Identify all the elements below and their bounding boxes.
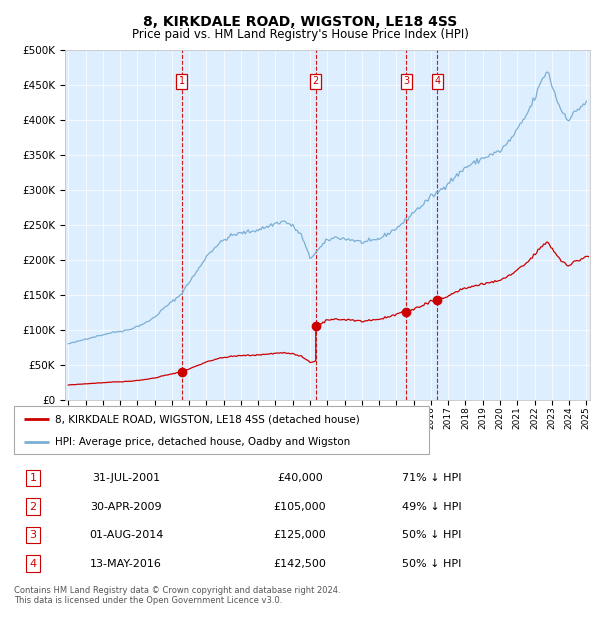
Text: 3: 3 — [403, 76, 409, 86]
Text: £125,000: £125,000 — [274, 530, 326, 540]
Text: 49% ↓ HPI: 49% ↓ HPI — [402, 502, 462, 512]
Text: £142,500: £142,500 — [274, 559, 326, 569]
Text: 4: 4 — [29, 559, 37, 569]
Text: 30-APR-2009: 30-APR-2009 — [90, 502, 162, 512]
Text: 4: 4 — [434, 76, 440, 86]
Text: 3: 3 — [29, 530, 37, 540]
Text: 50% ↓ HPI: 50% ↓ HPI — [403, 530, 461, 540]
Text: 1: 1 — [29, 473, 37, 483]
Text: HPI: Average price, detached house, Oadby and Wigston: HPI: Average price, detached house, Oadb… — [55, 437, 350, 447]
Text: £40,000: £40,000 — [277, 473, 323, 483]
Text: Contains HM Land Registry data © Crown copyright and database right 2024.
This d: Contains HM Land Registry data © Crown c… — [14, 586, 340, 605]
Text: £105,000: £105,000 — [274, 502, 326, 512]
Text: 8, KIRKDALE ROAD, WIGSTON, LE18 4SS (detached house): 8, KIRKDALE ROAD, WIGSTON, LE18 4SS (det… — [55, 414, 360, 425]
Text: Price paid vs. HM Land Registry's House Price Index (HPI): Price paid vs. HM Land Registry's House … — [131, 28, 469, 41]
Text: 2: 2 — [313, 76, 319, 86]
Text: 50% ↓ HPI: 50% ↓ HPI — [403, 559, 461, 569]
Text: 31-JUL-2001: 31-JUL-2001 — [92, 473, 160, 483]
Text: 01-AUG-2014: 01-AUG-2014 — [89, 530, 163, 540]
Text: 1: 1 — [179, 76, 185, 86]
Text: 71% ↓ HPI: 71% ↓ HPI — [402, 473, 462, 483]
Text: 2: 2 — [29, 502, 37, 512]
Text: 13-MAY-2016: 13-MAY-2016 — [90, 559, 162, 569]
Text: 8, KIRKDALE ROAD, WIGSTON, LE18 4SS: 8, KIRKDALE ROAD, WIGSTON, LE18 4SS — [143, 16, 457, 30]
FancyBboxPatch shape — [14, 406, 429, 454]
